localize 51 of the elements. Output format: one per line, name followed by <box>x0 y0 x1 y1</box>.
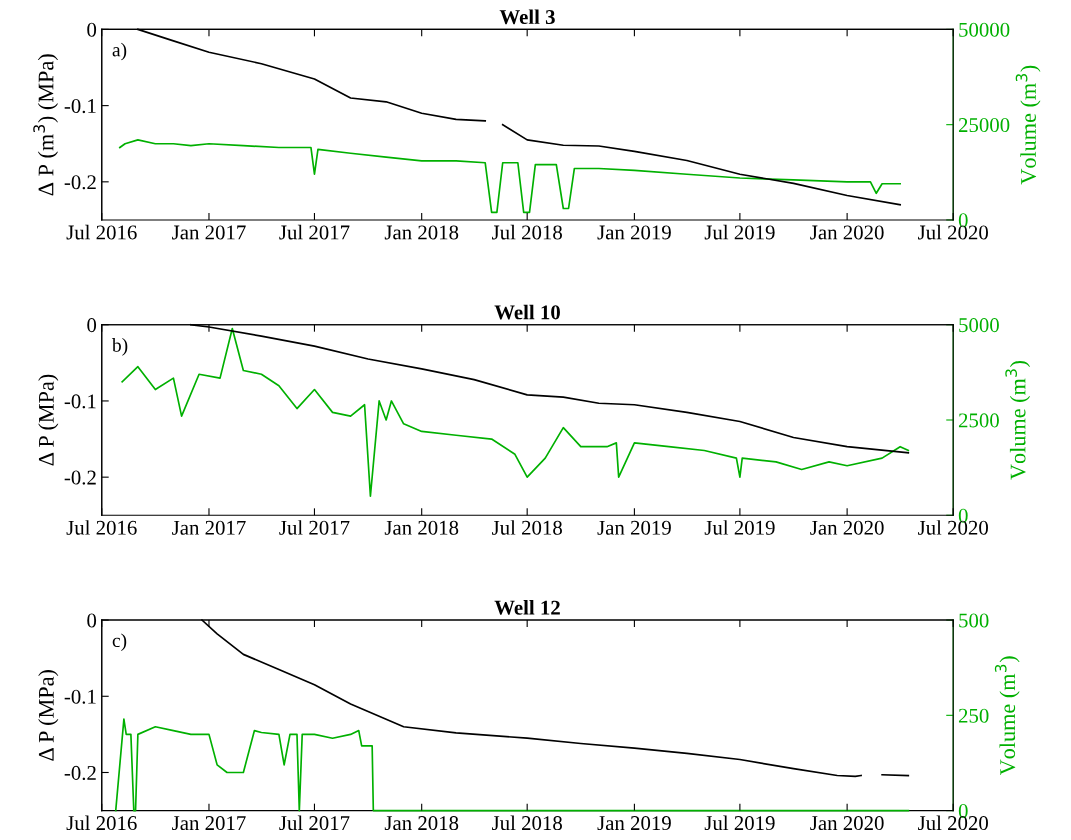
x-tick-label: Jul 2017 <box>279 224 350 240</box>
x-tick-label: Jan 2020 <box>810 520 884 535</box>
y2-tick-label: 50000 <box>959 22 1010 37</box>
y2-tick-label: 25000 <box>958 118 1010 133</box>
x-tick-label: Jan 2017 <box>172 816 246 831</box>
y-tick-label: -0.1 <box>64 689 96 704</box>
x-tick-label: Jan 2019 <box>597 816 671 831</box>
x-tick-label: Jan 2017 <box>172 520 246 535</box>
y2-axis-title: Volume (m$^{3}$) <box>994 656 1020 776</box>
y-tick-label: -0.2 <box>64 175 96 190</box>
y-tick-label: -0.1 <box>64 98 96 114</box>
y-axis-title: Δ P (MPa) <box>38 374 59 466</box>
x-tick-label: Jul 2018 <box>492 520 562 535</box>
annotation: a) <box>112 42 127 61</box>
y2-tick-label: 250 <box>958 708 989 723</box>
x-tick-label: Jan 2018 <box>384 225 459 240</box>
chart-title: Well 10 <box>494 304 560 320</box>
x-tick-label: Jul 2018 <box>492 815 562 831</box>
annotation: c) <box>112 633 127 652</box>
x-tick-label: Jan 2017 <box>172 225 246 240</box>
x-tick-label: Jul 2019 <box>704 815 775 831</box>
x-tick-label: Jul 2019 <box>704 224 775 240</box>
x-tick-label: Jul 2017 <box>279 815 350 831</box>
x-tick-label: Jan 2020 <box>810 225 884 240</box>
x-tick-label: Jan 2019 <box>597 225 671 240</box>
x-tick-label: Jul 2017 <box>279 520 350 535</box>
annotation: b) <box>111 338 128 356</box>
x-tick-label: Jan 2018 <box>384 520 459 535</box>
x-tick-label: Jul 2016 <box>66 815 137 831</box>
y-tick-label: 0 <box>87 613 97 628</box>
x-tick-label: Jul 2018 <box>492 224 562 240</box>
x-tick-label: Jan 2018 <box>384 816 459 831</box>
y-axis-title: Δ P (m$^{3}$) (MPa) <box>33 54 59 196</box>
y2-axis-title: Volume (m$^{3}$) <box>1015 65 1041 185</box>
x-tick-label: Jul 2016 <box>66 520 137 535</box>
y2-tick-label: 5000 <box>959 318 999 333</box>
y2-axis-title: Volume (m$^{3}$) <box>1005 361 1031 480</box>
y2-tick-label: 2500 <box>958 413 999 428</box>
y-tick-label: -0.2 <box>64 765 96 781</box>
x-tick-label: Jan 2019 <box>597 520 671 535</box>
y-tick-label: -0.2 <box>64 470 96 485</box>
chart-title: Well 12 <box>494 600 560 615</box>
y-tick-label: -0.1 <box>64 394 96 409</box>
chart-title: Well 3 <box>499 9 555 25</box>
y-tick-label: 0 <box>87 318 97 333</box>
y-axis-title: Δ P (MPa) <box>38 670 59 761</box>
x-tick-label: Jan 2020 <box>810 816 884 831</box>
x-tick-label: Jul 2019 <box>704 520 775 535</box>
y-tick-label: 0 <box>87 22 97 37</box>
y2-tick-label: 500 <box>959 613 989 628</box>
x-tick-label: Jul 2016 <box>66 224 137 240</box>
